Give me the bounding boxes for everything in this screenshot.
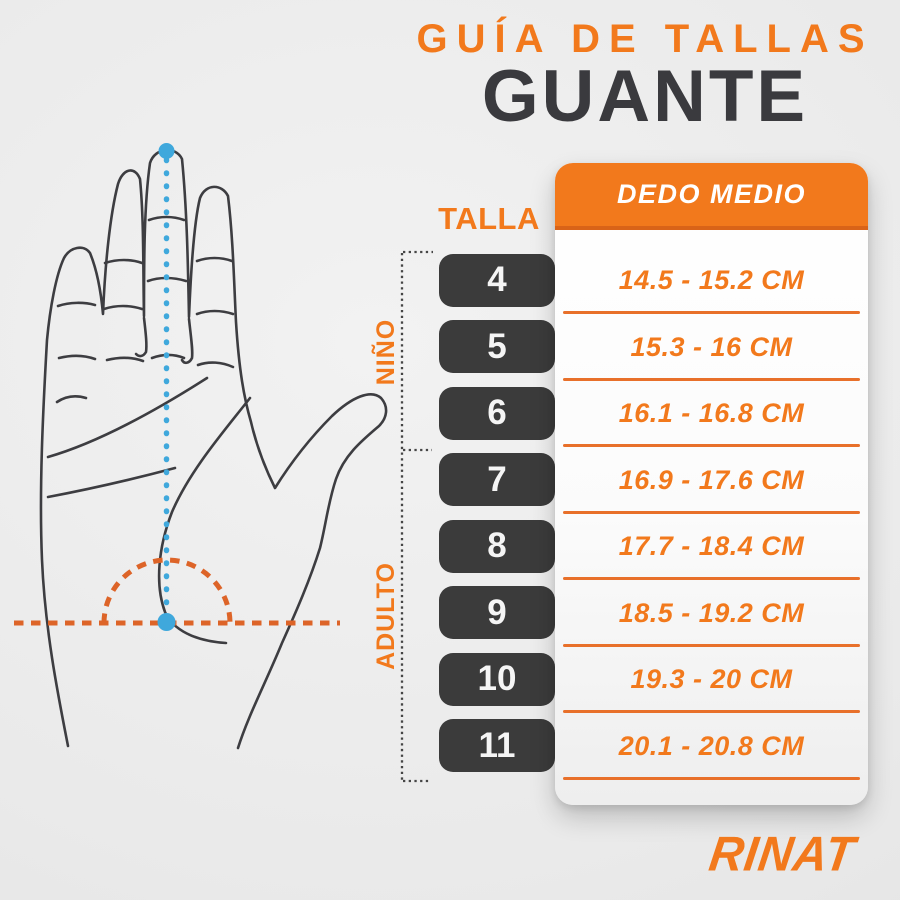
brand-logo: RINAT: [706, 825, 859, 882]
title-block: GUÍA DE TALLAS GUANTE: [390, 16, 900, 137]
head-line: [46, 466, 177, 499]
finger-crease: [195, 309, 235, 316]
size-group-bracket: [400, 250, 433, 783]
hand-outline: [39, 148, 388, 750]
finger-crease: [196, 361, 235, 369]
finger-crease: [56, 301, 97, 308]
size-column-header: TALLA: [438, 201, 540, 236]
heart-line: [46, 376, 209, 459]
page-kicker: GUÍA DE TALLAS: [416, 17, 874, 61]
palm-width-measure-line: [14, 557, 340, 626]
group-label-nino: NIÑO: [372, 318, 400, 386]
palm-base-dot: [157, 613, 176, 631]
finger-crease: [57, 354, 97, 361]
finger-web-line: [180, 317, 194, 365]
measure-column-header: DEDO MEDIO: [555, 163, 868, 230]
hand-illustration: [39, 148, 388, 750]
group-label-adulto: ADULTO: [372, 562, 400, 670]
page-title: GUANTE: [481, 56, 809, 137]
finger-crease: [195, 256, 234, 263]
finger-crease: [103, 258, 144, 265]
finger-crease: [55, 395, 88, 404]
fingertip-dot: [158, 143, 175, 159]
finger-crease: [102, 304, 144, 311]
finger-length-measure-line: [157, 143, 176, 631]
life-line: [157, 396, 252, 645]
finger-web-line: [134, 316, 148, 358]
finger-crease: [105, 356, 145, 363]
finger-crease: [147, 215, 186, 222]
measure-table-panel: DEDO MEDIO: [555, 163, 868, 805]
